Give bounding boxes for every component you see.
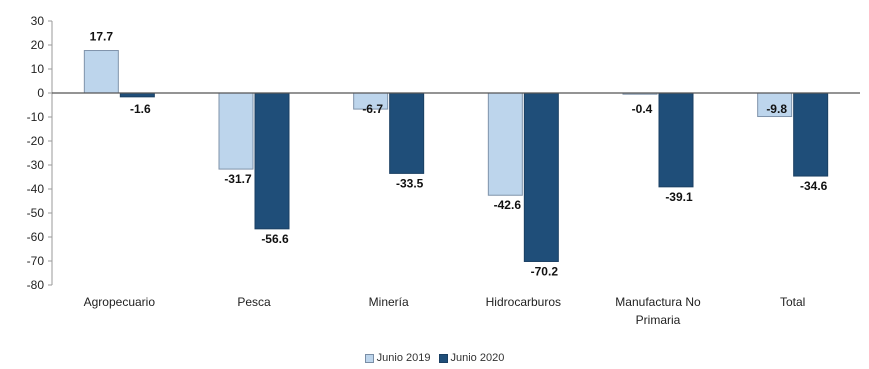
y-tick-label: -40: [27, 182, 45, 196]
y-tick-label: -70: [27, 254, 45, 268]
legend: Junio 2019 Junio 2020: [0, 352, 869, 364]
legend-swatch-junio-2020: [438, 353, 448, 363]
legend-item-junio-2020: Junio 2020: [438, 352, 505, 364]
data-label: -9.8: [766, 102, 787, 116]
y-tick-label: -60: [27, 230, 45, 244]
bar-junio-2020: [254, 92, 290, 230]
data-label: -34.6: [800, 179, 828, 193]
y-tick-label: -80: [27, 278, 45, 292]
y-tick-label: -30: [27, 158, 45, 172]
data-label: -33.5: [396, 176, 424, 190]
data-label: -0.4: [632, 102, 653, 116]
data-label: -1.6: [130, 102, 151, 116]
x-category-label: Manufactura No: [615, 295, 701, 309]
y-tick-label: -10: [27, 110, 45, 124]
x-category-label: Total: [780, 295, 805, 309]
legend-label-junio-2020: Junio 2020: [450, 352, 505, 364]
data-label: -56.6: [261, 232, 289, 246]
bar-junio-2020: [389, 92, 425, 174]
y-tick-label: 20: [31, 38, 45, 52]
data-label: -39.1: [665, 190, 693, 204]
data-label: 17.7: [90, 30, 114, 44]
legend-swatch-junio-2019: [364, 353, 374, 363]
legend-label-junio-2019: Junio 2019: [376, 352, 431, 364]
y-tick-label: 10: [31, 62, 45, 76]
legend-item-junio-2019: Junio 2019: [364, 352, 431, 364]
bar-junio-2020: [523, 92, 559, 262]
y-tick-label: 30: [31, 14, 45, 28]
data-label: -31.7: [224, 172, 252, 186]
bar-junio-2020: [793, 92, 829, 177]
bar-junio-2019: [487, 92, 523, 196]
bar-junio-2019: [218, 92, 254, 170]
data-label: -6.7: [362, 102, 383, 116]
data-label: -42.6: [494, 198, 522, 212]
x-category-label: Primaria: [636, 313, 681, 327]
x-category-label: Minería: [369, 295, 409, 309]
y-tick-label: 0: [37, 86, 44, 100]
y-tick-label: -20: [27, 134, 45, 148]
data-label: -70.2: [531, 264, 559, 278]
x-category-label: Hidrocarburos: [486, 295, 561, 309]
x-category-label: Pesca: [237, 295, 271, 309]
bar-junio-2019: [83, 50, 119, 94]
x-category-label: Agropecuario: [84, 295, 156, 309]
bar-junio-2020: [658, 92, 694, 188]
y-tick-label: -50: [27, 206, 45, 220]
